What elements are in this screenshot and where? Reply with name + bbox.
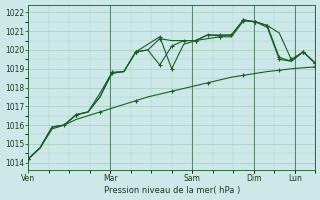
X-axis label: Pression niveau de la mer( hPa ): Pression niveau de la mer( hPa ) bbox=[104, 186, 240, 195]
